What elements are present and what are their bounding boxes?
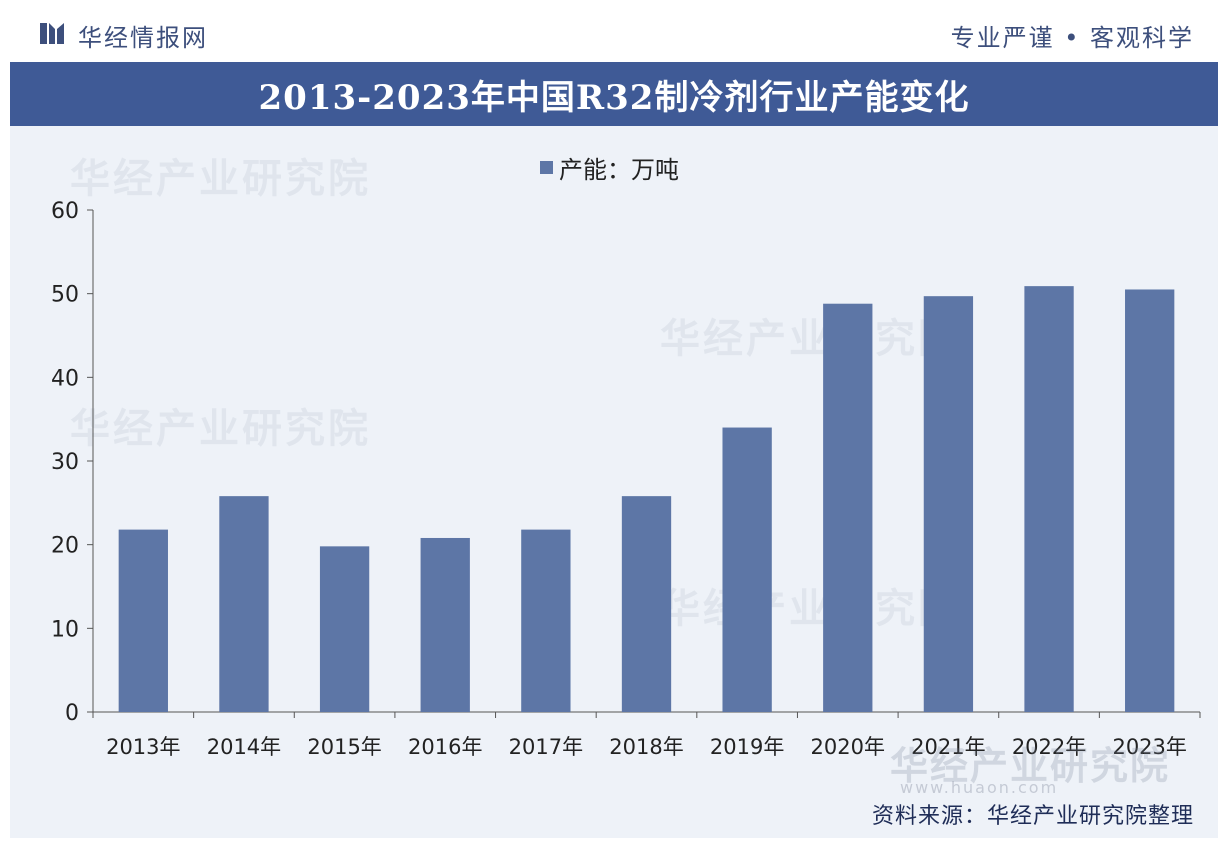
x-tick-label: 2023年 — [1112, 735, 1186, 759]
chart-area: 华经产业研究院 华经产业研究院 华经产业研究院 华经产业研究院 产能：万吨 — [10, 126, 1218, 838]
y-tick-label: 30 — [51, 450, 79, 475]
y-tick-label: 60 — [51, 199, 79, 224]
x-tick-label: 2022年 — [1012, 735, 1086, 759]
bar — [823, 303, 873, 712]
x-tick-label: 2014年 — [207, 735, 281, 759]
x-tick-label: 2017年 — [509, 735, 583, 759]
bar — [521, 529, 571, 712]
y-tick-label: 20 — [51, 534, 79, 559]
brand-logo-icon — [40, 23, 64, 44]
bar — [219, 496, 269, 712]
top-header: 华经情报网 专业严谨 • 客观科学 — [0, 0, 1224, 60]
bar — [722, 427, 772, 712]
watermark-text: 华经产业研究院 — [70, 156, 371, 202]
x-tick-label: 2013年 — [106, 735, 180, 759]
watermark-text: 华经产业研究院 — [660, 586, 961, 632]
legend-swatch — [540, 161, 553, 174]
x-tick-label: 2015年 — [307, 735, 381, 759]
x-tick-label: 2018年 — [609, 735, 683, 759]
source-note: 资料来源：华经产业研究院整理 — [871, 804, 1194, 829]
x-tick-label: 2021年 — [911, 735, 985, 759]
title-band: 2013-2023年中国R32制冷剂行业产能变化 — [10, 62, 1218, 126]
x-tick-label: 2019年 — [710, 735, 784, 759]
bar — [1024, 286, 1074, 712]
x-tick-label: 2020年 — [811, 735, 885, 759]
y-tick-label: 10 — [51, 617, 79, 642]
bar — [621, 496, 672, 712]
watermark-text: 华经产业研究院 — [70, 406, 371, 452]
bar — [923, 296, 974, 712]
bar — [118, 529, 168, 712]
y-tick-label: 50 — [51, 283, 79, 308]
watermark-url: www.huaon.com — [900, 778, 1059, 797]
watermark-logo-text: 华经产业研究院 — [890, 744, 1171, 788]
y-tick-label: 40 — [51, 366, 79, 391]
legend: 产能：万吨 — [540, 150, 679, 185]
y-tick-label: 0 — [65, 701, 79, 726]
x-tick-label: 2016年 — [408, 735, 482, 759]
chart-title: 2013-2023年中国R32制冷剂行业产能变化 — [258, 77, 970, 118]
slogan: 专业严谨 • 客观科学 — [950, 24, 1194, 52]
legend-label: 产能：万吨 — [559, 156, 679, 184]
bar — [420, 537, 470, 712]
bar — [319, 546, 370, 712]
brand-name: 华经情报网 — [78, 24, 208, 52]
bar — [1125, 289, 1175, 712]
watermark-text: 华经产业研究院 — [660, 316, 961, 362]
